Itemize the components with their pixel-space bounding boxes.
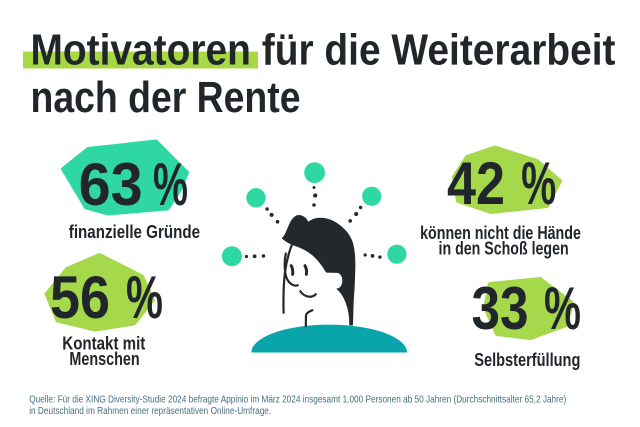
svg-text:%: %	[544, 275, 581, 342]
svg-text:33: 33	[472, 275, 529, 342]
svg-text:%: %	[153, 151, 188, 218]
svg-text:56: 56	[50, 264, 110, 331]
svg-text:63: 63	[79, 151, 143, 218]
svg-text:finanzielle Gründe: finanzielle Gründe	[69, 222, 200, 242]
svg-text:Menschen: Menschen	[69, 349, 139, 369]
svg-text:Motivatoren für die Weiterarbe: Motivatoren für die Weiterarbeit	[31, 26, 616, 75]
svg-text:können nicht die Hände: können nicht die Hände	[420, 223, 581, 243]
svg-text:%: %	[126, 264, 163, 331]
svg-text:Kontakt mit: Kontakt mit	[62, 334, 145, 354]
svg-text:nach der Rente: nach der Rente	[31, 73, 301, 122]
svg-text:Selbsterfüllung: Selbsterfüllung	[474, 350, 580, 370]
svg-text:in den Schoß legen: in den Schoß legen	[439, 239, 569, 259]
svg-text:in Deutschland im Rahmen einer: in Deutschland im Rahmen einer repräsent…	[29, 405, 271, 417]
svg-text:42: 42	[447, 150, 505, 217]
svg-text:%: %	[521, 150, 556, 217]
svg-text:Quelle: Für die XING Diversity: Quelle: Für die XING Diversity-Studie 20…	[29, 393, 566, 405]
